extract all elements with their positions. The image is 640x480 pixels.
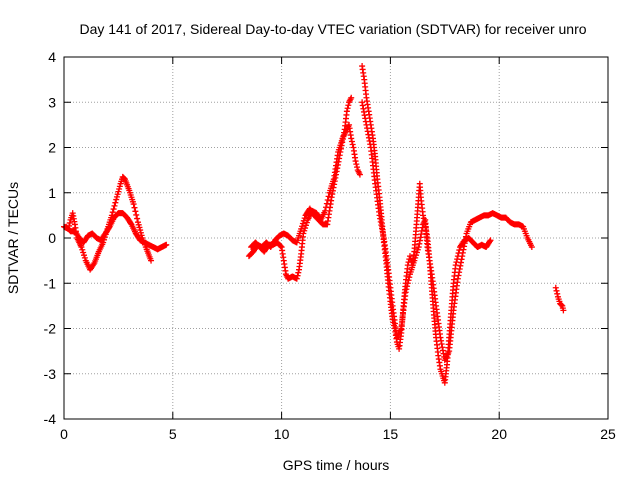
data-point: [299, 223, 306, 230]
data-point: [560, 307, 567, 314]
data-point: [405, 277, 412, 284]
data-point: [302, 222, 309, 229]
tick-labels: 0 5 10 15 20 25 -4 -3 -2 -1 0 1 2 3 4: [44, 49, 616, 442]
data-point: [325, 193, 332, 200]
data-point: [403, 286, 410, 293]
data-point: [302, 225, 309, 232]
data-point: [558, 302, 565, 309]
x-tick-label: 5: [169, 426, 177, 442]
data-point: [322, 204, 329, 211]
y-tick-label: 3: [48, 94, 56, 110]
data-point: [348, 138, 355, 145]
data-point: [345, 102, 352, 109]
y-tick-label: -3: [44, 366, 57, 382]
x-tick-label: 15: [383, 426, 399, 442]
data-point: [294, 272, 301, 279]
data-point: [420, 212, 427, 219]
data-point: [131, 204, 138, 211]
data-point: [356, 171, 363, 178]
data-point: [109, 209, 116, 216]
data-point: [81, 252, 88, 259]
data-point: [300, 217, 307, 224]
data-point: [66, 219, 73, 226]
data-point: [411, 257, 418, 264]
data-point: [343, 108, 350, 115]
data-point: [413, 249, 420, 256]
data-point: [402, 289, 409, 296]
data-point: [348, 94, 355, 101]
data-point: [354, 164, 361, 171]
data-point: [277, 243, 284, 250]
x-tick-label: 25: [600, 426, 616, 442]
data-point: [298, 225, 305, 232]
data-point: [406, 253, 413, 260]
y-tick-label: 1: [48, 185, 56, 201]
data-point: [130, 201, 137, 208]
y-tick-label: 4: [48, 49, 56, 65]
data-point: [349, 141, 356, 148]
data-point: [528, 244, 535, 251]
data-point: [322, 207, 329, 214]
data-point: [133, 211, 140, 218]
data-point: [404, 280, 411, 287]
data-point: [112, 199, 119, 206]
data-point: [352, 158, 359, 165]
data-points: [61, 63, 567, 386]
data-point: [554, 290, 561, 297]
data-point: [353, 161, 360, 168]
data-point: [323, 200, 330, 207]
data-point: [299, 220, 306, 227]
x-tick-label: 20: [491, 426, 507, 442]
chart-title: Day 141 of 2017, Sidereal Day-to-day VTE…: [79, 21, 586, 37]
data-point: [293, 275, 300, 282]
data-point: [303, 219, 310, 226]
data-point: [78, 244, 85, 251]
data-point: [132, 208, 139, 215]
data-point: [134, 215, 141, 222]
data-point: [300, 230, 307, 237]
data-point: [414, 246, 421, 253]
data-point: [295, 269, 302, 276]
plot-frame: [63, 56, 609, 420]
x-tick-label: 10: [274, 426, 290, 442]
y-tick-label: 0: [48, 230, 56, 246]
data-point: [487, 237, 494, 244]
data-point: [79, 246, 86, 253]
data-point: [552, 284, 559, 291]
data-point: [344, 105, 351, 112]
x-tick-label: 0: [60, 426, 68, 442]
data-point: [348, 135, 355, 142]
data-point: [163, 241, 170, 248]
data-point: [81, 254, 88, 261]
data-point: [413, 252, 420, 259]
data-point: [110, 206, 117, 213]
data-point: [324, 196, 331, 203]
data-point: [148, 257, 155, 264]
y-tick-label: -1: [44, 275, 57, 291]
data-point: [406, 274, 413, 281]
x-axis-label: GPS time / hours: [283, 457, 390, 473]
data-point: [486, 238, 493, 245]
data-point: [80, 249, 87, 256]
y-tick-label: -2: [44, 321, 57, 337]
y-axis-label: SDTVAR / TECUs: [5, 182, 21, 294]
data-point: [553, 287, 560, 294]
y-tick-label: -4: [44, 411, 57, 427]
grid-lines: [64, 57, 608, 419]
y-tick-label: 2: [48, 140, 56, 156]
data-point: [301, 227, 308, 234]
data-point: [111, 202, 118, 209]
data-point: [404, 283, 411, 290]
data-point: [412, 254, 419, 261]
